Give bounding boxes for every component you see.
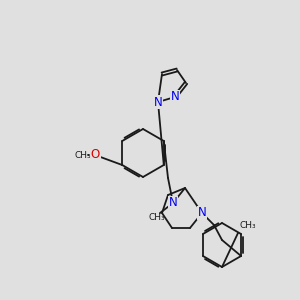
Text: N: N xyxy=(198,206,206,220)
Text: CH₃: CH₃ xyxy=(240,221,256,230)
Text: O: O xyxy=(90,148,100,161)
Text: N: N xyxy=(169,196,177,209)
Text: CH₃: CH₃ xyxy=(75,151,91,160)
Text: N: N xyxy=(171,91,179,103)
Text: CH₃: CH₃ xyxy=(149,214,165,223)
Text: N: N xyxy=(154,95,162,109)
